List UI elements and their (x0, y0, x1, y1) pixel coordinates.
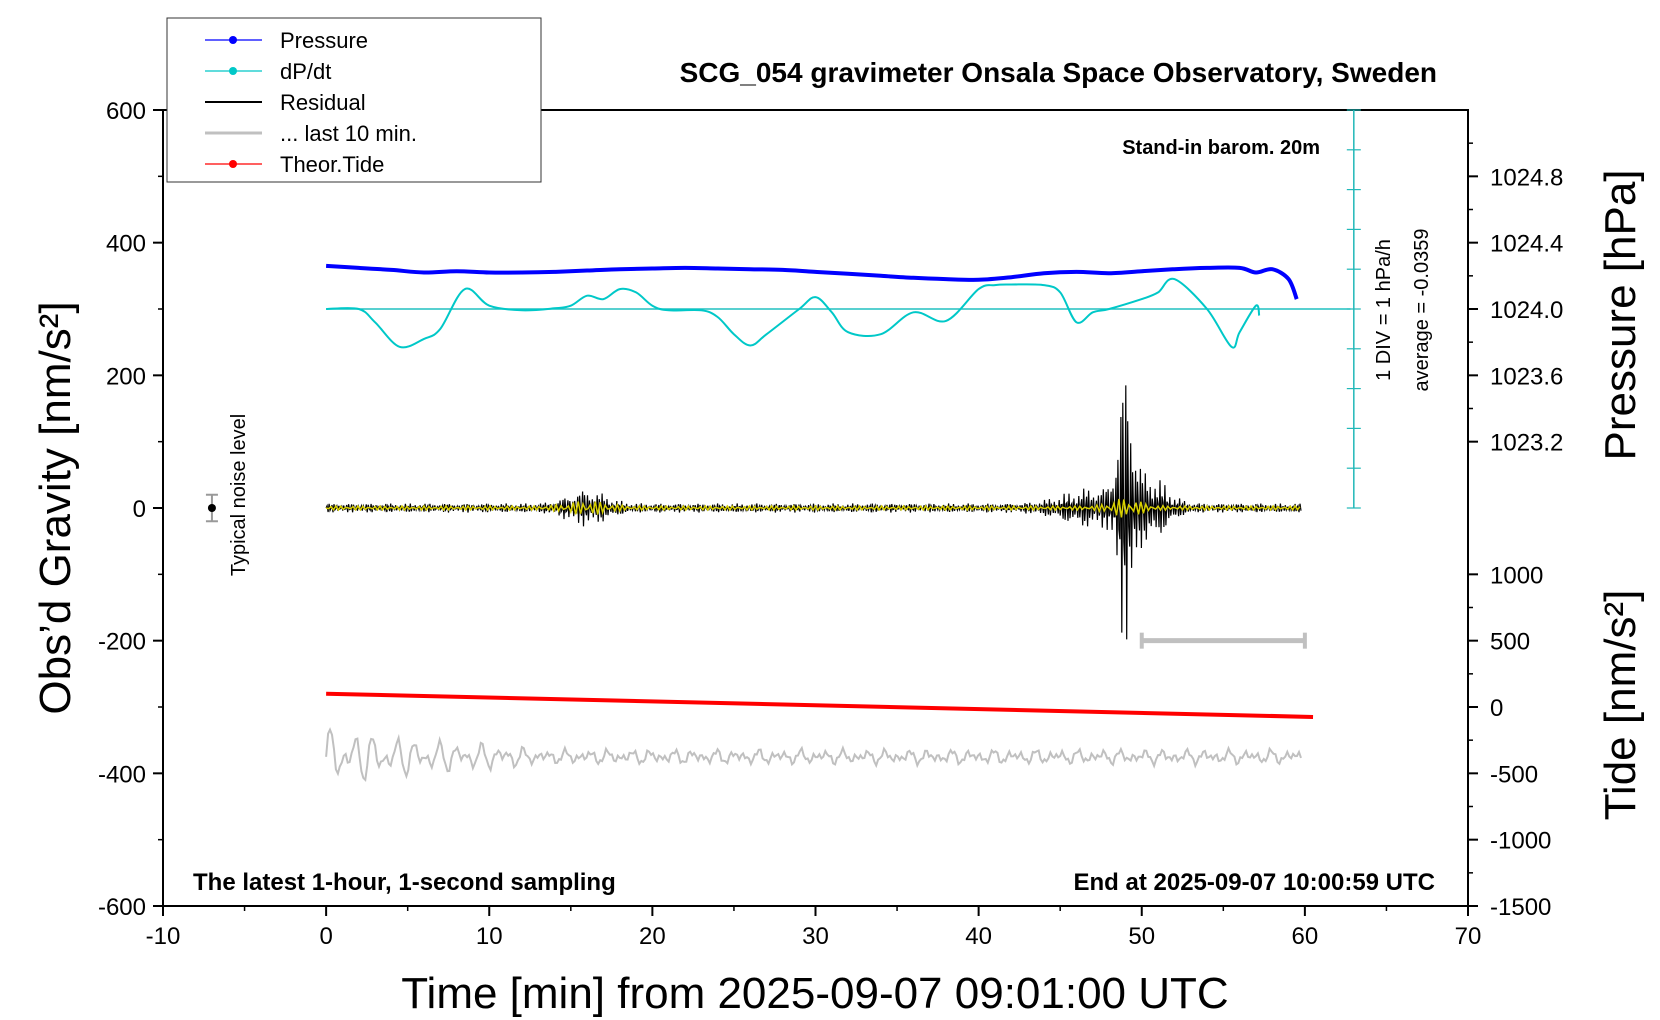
legend-marker (229, 36, 237, 44)
pressure-axis-title: Pressure [hPa] (1596, 169, 1645, 460)
tide-tick-label: -500 (1490, 761, 1538, 788)
series-pressure (325, 263, 1299, 300)
legend-label: Theor.Tide (280, 152, 384, 177)
x-tick-label: -10 (146, 923, 181, 950)
series-theor-tide (326, 691, 1314, 719)
tide-tick-label: 500 (1490, 629, 1530, 656)
residual-trace (325, 385, 1302, 640)
y-tick-label: -200 (98, 629, 146, 656)
residual-filtered-trace (325, 498, 1301, 518)
axes-ticks: -10 0 10 20 30 40 50 60 70 600 400 200 0 -200 -400 -600… (98, 98, 1563, 950)
legend-label: Pressure (280, 28, 368, 53)
tide-tick-label: 1000 (1490, 562, 1543, 589)
tide-tick-label: -1500 (1490, 894, 1551, 921)
x-tick-label: 40 (965, 923, 992, 950)
legend-box (166, 17, 542, 183)
x-tick-label: 20 (639, 923, 666, 950)
series-dp-dt (326, 277, 1261, 349)
pressure-tick-label: 1024.4 (1490, 231, 1563, 258)
y-tick-label: -400 (98, 761, 146, 788)
y-tick-label: 0 (133, 496, 146, 523)
y-tick-label: -600 (98, 894, 146, 921)
y-tick-label: 600 (106, 98, 146, 125)
legend-marker (229, 67, 237, 75)
pressure-tick-label: 1024.8 (1490, 164, 1563, 191)
legend-marker (229, 160, 237, 168)
x-tick-label: 0 (319, 923, 332, 950)
pressure-tick-label: 1023.2 (1490, 430, 1563, 457)
x-tick-label: 30 (802, 923, 829, 950)
y-axis-title: Obs’d Gravity [nm/s²] (31, 301, 80, 714)
x-tick-label: 50 (1128, 923, 1155, 950)
latest-note: The latest 1-hour, 1-second sampling (193, 869, 616, 896)
legend-label: dP/dt (280, 59, 331, 84)
x-axis-title: Time [min] from 2025-09-07 09:01:00 UTC (401, 969, 1228, 1018)
legend-label: Residual (280, 90, 366, 115)
average-label: average = -0.0359 (1411, 229, 1433, 392)
scale-div-label: 1 DIV = 1 hPa/h (1373, 239, 1395, 381)
legend-label: ... last 10 min. (280, 121, 417, 146)
tide-tick-label: -1000 (1490, 828, 1551, 855)
noise-point (207, 504, 216, 512)
pressure-tick-label: 1024.0 (1490, 297, 1563, 324)
data-series (205, 263, 1351, 783)
y-tick-label: 400 (106, 231, 146, 258)
tide-axis-title: Tide [nm/s²] (1596, 590, 1645, 821)
chart-title: SCG_054 gravimeter Onsala Space Observat… (680, 57, 1437, 88)
legend: Pressure dP/dt Residual ... last 10 min. The… (166, 17, 542, 183)
barometer-note: Stand-in barom. 20m (1122, 137, 1320, 159)
last10-trace (325, 727, 1302, 783)
end-note: End at 2025-09-07 10:00:59 UTC (1074, 869, 1436, 896)
x-tick-label: 60 (1292, 923, 1319, 950)
tide-tick-label: 0 (1490, 695, 1503, 722)
pressure-tick-label: 1023.6 (1490, 363, 1563, 390)
noise-label: Typical noise level (228, 414, 250, 576)
y-tick-label: 200 (106, 363, 146, 390)
x-tick-label: 70 (1455, 923, 1482, 950)
x-tick-label: 10 (476, 923, 503, 950)
